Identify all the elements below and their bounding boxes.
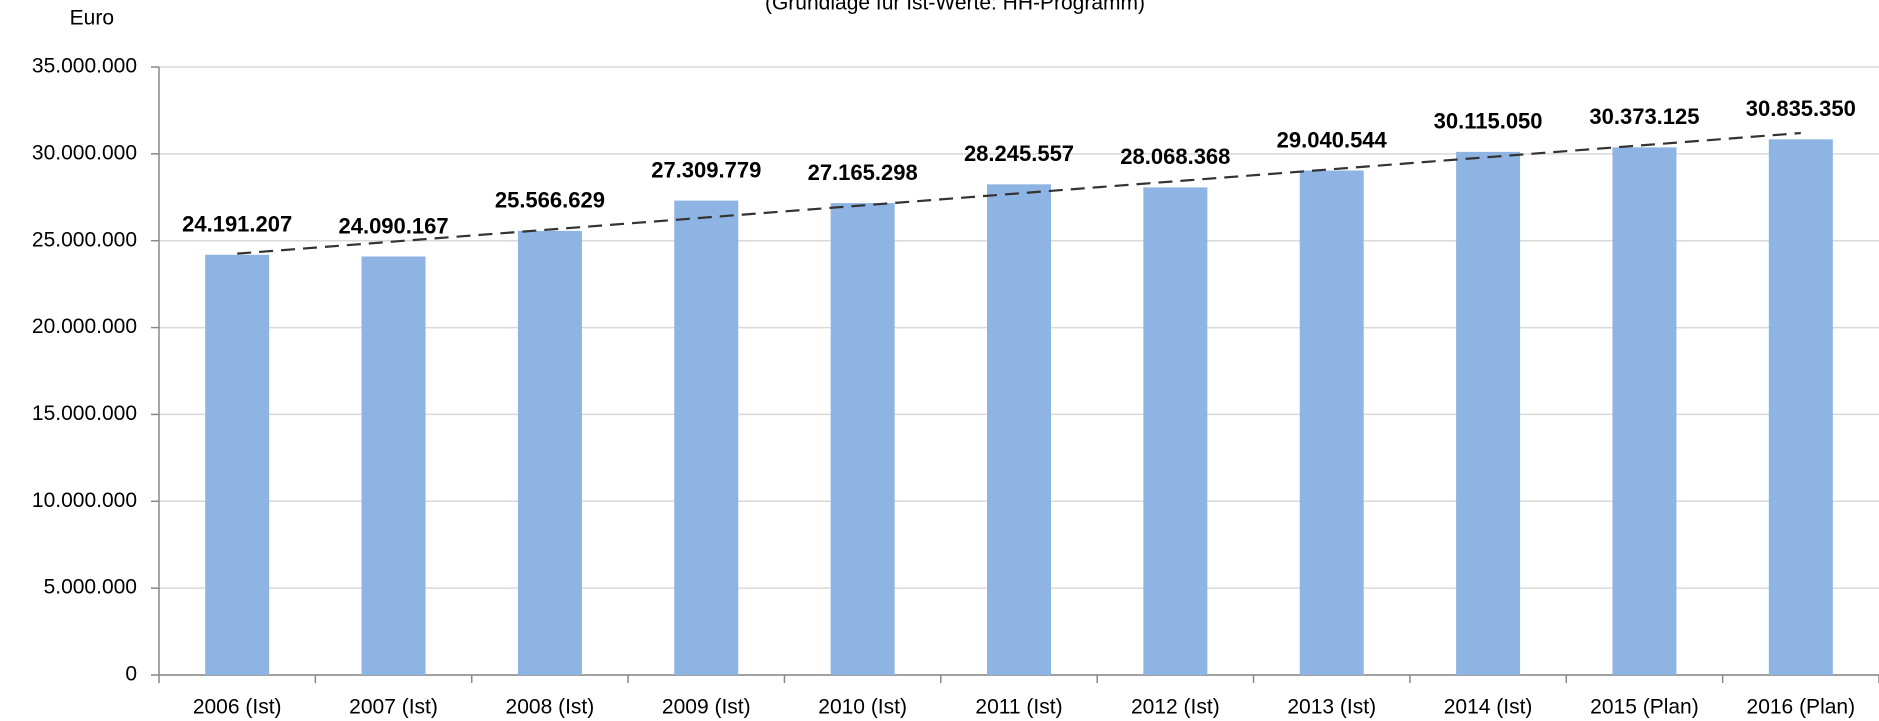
y-tick-label: 20.000.000: [32, 315, 137, 338]
bar: [1299, 170, 1364, 675]
x-tick-label: 2015 (Plan): [1590, 696, 1699, 719]
x-tick-label: 2007 (Ist): [349, 696, 438, 719]
x-tick-label: 2013 (Ist): [1287, 696, 1376, 719]
bar: [517, 230, 582, 675]
y-tick-label: 35.000.000: [32, 55, 137, 78]
value-label: 24.191.207: [182, 212, 292, 237]
y-tick-label: 5.000.000: [44, 576, 137, 599]
value-label: 29.040.544: [1277, 127, 1388, 152]
x-tick-label: 2014 (Ist): [1444, 696, 1533, 719]
bar: [674, 200, 739, 675]
x-tick-label: 2010 (Ist): [818, 696, 907, 719]
bar: [830, 203, 895, 675]
value-label: 24.090.167: [338, 213, 448, 238]
bar: [1612, 147, 1677, 675]
value-label: 28.245.557: [964, 141, 1074, 166]
value-label: 25.566.629: [495, 188, 605, 213]
y-tick-label: 0: [125, 663, 137, 686]
value-label: 27.165.298: [808, 160, 918, 185]
y-axis-label: Euro: [70, 7, 114, 30]
bar: [1456, 151, 1521, 675]
y-tick-label: 25.000.000: [32, 228, 137, 251]
value-label: 30.835.350: [1746, 96, 1856, 121]
bar: [205, 254, 270, 676]
bar: [1143, 187, 1208, 675]
trend-line: [237, 131, 1801, 255]
value-label: 27.309.779: [651, 157, 761, 182]
value-label: 30.115.050: [1434, 109, 1543, 134]
y-tick-label: 10.000.000: [32, 489, 137, 512]
x-tick-label: 2009 (Ist): [662, 696, 751, 719]
x-tick-label: 2011 (Ist): [975, 696, 1062, 719]
bar: [987, 184, 1051, 675]
value-label: 30.373.125: [1589, 104, 1699, 129]
value-label: 28.068.368: [1120, 144, 1230, 169]
y-tick-label: 15.000.000: [32, 402, 137, 425]
x-tick-label: 2012 (Ist): [1131, 696, 1220, 719]
chart-subtitle: (Grundlage für Ist-Werte: HH-Programm): [765, 0, 1145, 15]
bar: [1768, 139, 1833, 675]
x-tick-label: 2006 (Ist): [193, 696, 282, 719]
x-tick-label: 2008 (Ist): [506, 696, 595, 719]
y-tick-label: 30.000.000: [32, 141, 137, 164]
x-tick-label: 2016 (Plan): [1747, 696, 1856, 719]
bar: [361, 256, 426, 675]
